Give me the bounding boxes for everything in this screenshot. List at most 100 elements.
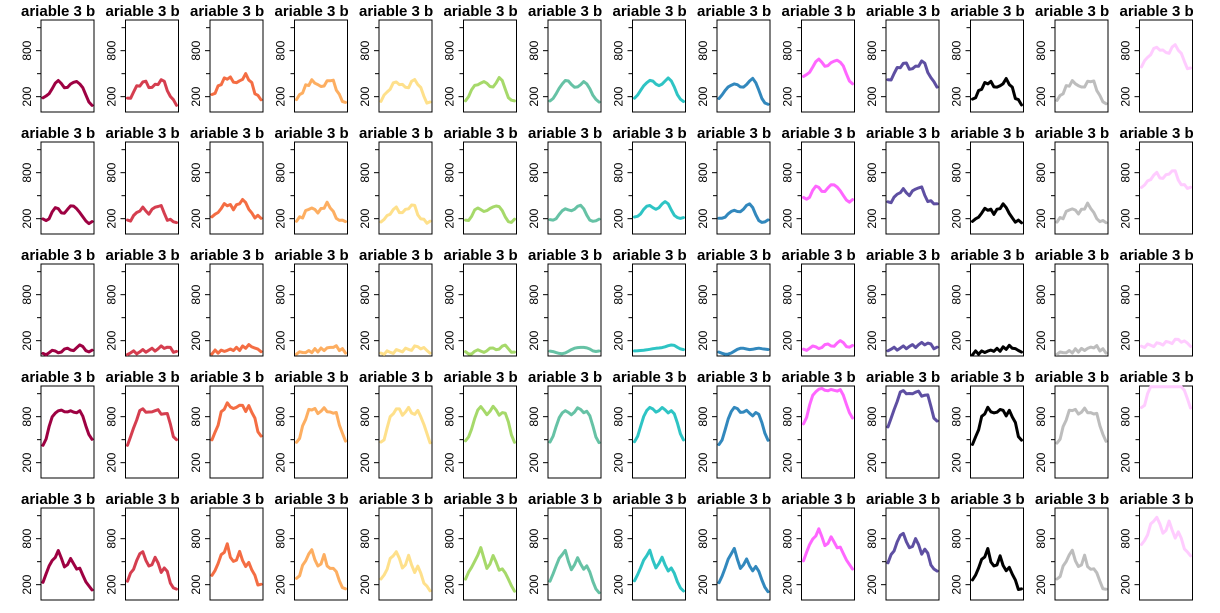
panel-frame bbox=[885, 263, 940, 357]
y-tick-label: 200 bbox=[865, 86, 879, 106]
y-tick-label: 800 bbox=[781, 162, 795, 182]
y-tick-label: 800 bbox=[612, 40, 626, 60]
y-tick-label: 200 bbox=[443, 452, 457, 472]
panel-frame bbox=[885, 507, 940, 601]
y-tick-label: 800 bbox=[1034, 528, 1048, 548]
panel-title: ariable 3 b bbox=[359, 491, 433, 508]
y-tick-label: 800 bbox=[358, 162, 372, 182]
y-tick-label: 200 bbox=[105, 330, 119, 350]
y-tick-label: 800 bbox=[527, 528, 541, 548]
panel-title: ariable 3 b bbox=[866, 3, 940, 20]
y-tick-label: 800 bbox=[443, 40, 457, 60]
series-line bbox=[1055, 201, 1108, 225]
series-line bbox=[1055, 406, 1108, 445]
y-tick-label: 800 bbox=[1034, 284, 1048, 304]
series-line bbox=[210, 542, 263, 587]
panel-frame bbox=[716, 19, 771, 113]
series-line bbox=[41, 408, 94, 447]
panel-title: ariable 3 b bbox=[613, 491, 687, 508]
panel-frame bbox=[716, 507, 771, 601]
series-line bbox=[971, 405, 1023, 446]
panel-title: ariable 3 b bbox=[697, 125, 771, 142]
y-tick-label: 200 bbox=[527, 452, 541, 472]
y-tick-label: 800 bbox=[950, 528, 964, 548]
panel-title: ariable 3 b bbox=[697, 3, 771, 20]
y-tick-label: 200 bbox=[1119, 452, 1133, 472]
y-tick-label: 800 bbox=[274, 162, 288, 182]
y-tick-label: 800 bbox=[105, 40, 119, 60]
panel-title: ariable 3 b bbox=[951, 369, 1025, 386]
y-tick-label: 200 bbox=[612, 208, 626, 228]
panel-title: ariable 3 b bbox=[613, 369, 687, 386]
y-tick-label: 800 bbox=[189, 528, 203, 548]
series-line bbox=[126, 204, 178, 225]
panel-frame bbox=[125, 507, 179, 601]
series-line bbox=[633, 343, 685, 353]
panel-frame bbox=[40, 19, 95, 113]
series-line bbox=[717, 405, 770, 446]
panel-title: ariable 3 b bbox=[275, 247, 349, 264]
y-tick-label: 200 bbox=[189, 574, 203, 594]
panel-title: ariable 3 b bbox=[951, 247, 1025, 264]
panel-title: ariable 3 b bbox=[190, 125, 264, 142]
y-tick-label: 200 bbox=[274, 208, 288, 228]
panel-frame bbox=[1054, 141, 1109, 235]
y-tick-label: 800 bbox=[358, 284, 372, 304]
panel-frame bbox=[463, 507, 517, 601]
series-line bbox=[802, 339, 854, 352]
panel-frame bbox=[1139, 19, 1193, 113]
y-tick-label: 800 bbox=[612, 528, 626, 548]
series-line bbox=[717, 546, 770, 594]
y-tick-label: 800 bbox=[781, 284, 795, 304]
panel-frame bbox=[40, 385, 95, 479]
panel-frame bbox=[547, 141, 602, 235]
y-tick-label: 800 bbox=[612, 406, 626, 426]
panel-frame bbox=[294, 507, 348, 601]
panel-title: ariable 3 b bbox=[190, 247, 264, 264]
y-tick-label: 800 bbox=[443, 284, 457, 304]
y-tick-label: 200 bbox=[20, 452, 34, 472]
y-tick-label: 200 bbox=[443, 574, 457, 594]
y-tick-label: 200 bbox=[781, 574, 795, 594]
panel-title: ariable 3 b bbox=[190, 369, 264, 386]
series-line bbox=[802, 183, 854, 204]
panel-frame bbox=[1054, 19, 1109, 113]
panel-title: ariable 3 b bbox=[1035, 3, 1109, 20]
y-tick-label: 800 bbox=[696, 406, 710, 426]
panel-frame bbox=[40, 507, 95, 601]
panel-frame bbox=[632, 263, 686, 357]
y-tick-label: 800 bbox=[527, 40, 541, 60]
series-line bbox=[1140, 43, 1192, 71]
panel-title: ariable 3 b bbox=[275, 3, 349, 20]
panel-title: ariable 3 b bbox=[1035, 369, 1109, 386]
panel-frame bbox=[716, 263, 771, 357]
panel-title: ariable 3 b bbox=[697, 491, 771, 508]
y-tick-label: 800 bbox=[358, 528, 372, 548]
y-tick-label: 800 bbox=[950, 284, 964, 304]
panel-frame bbox=[801, 385, 855, 479]
y-tick-label: 800 bbox=[950, 162, 964, 182]
series-line bbox=[295, 344, 347, 356]
panel-frame bbox=[294, 19, 348, 113]
series-line bbox=[886, 59, 939, 89]
y-tick-label: 200 bbox=[950, 452, 964, 472]
panel-frame bbox=[294, 385, 348, 479]
series-line bbox=[802, 527, 854, 571]
series-line bbox=[633, 76, 685, 103]
panel-frame bbox=[294, 141, 348, 235]
y-tick-label: 200 bbox=[781, 208, 795, 228]
series-line bbox=[1055, 344, 1108, 356]
y-tick-label: 200 bbox=[1119, 330, 1133, 350]
series-line bbox=[126, 78, 178, 107]
series-line bbox=[802, 57, 854, 86]
y-tick-label: 200 bbox=[696, 452, 710, 472]
series-line bbox=[1140, 515, 1192, 558]
y-tick-label: 800 bbox=[20, 528, 34, 548]
y-tick-label: 800 bbox=[358, 406, 372, 426]
series-line bbox=[886, 340, 939, 353]
y-tick-label: 200 bbox=[527, 86, 541, 106]
panel-frame bbox=[463, 19, 517, 113]
y-tick-label: 200 bbox=[865, 574, 879, 594]
panel-title: ariable 3 b bbox=[697, 247, 771, 264]
series-line bbox=[295, 406, 347, 444]
